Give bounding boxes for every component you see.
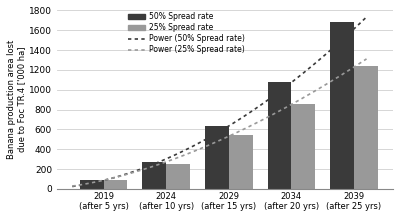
Bar	[229, 135, 252, 189]
Bar	[268, 82, 291, 189]
Bar	[330, 22, 354, 189]
Bar	[166, 164, 190, 189]
Bar	[205, 126, 229, 189]
Bar	[291, 104, 315, 189]
Bar	[80, 180, 104, 189]
Bar	[142, 162, 166, 189]
Bar	[104, 180, 127, 189]
Y-axis label: Banana production area lost
due to Foc TR.4 ['000 ha]: Banana production area lost due to Foc T…	[7, 40, 26, 159]
Legend: 50% Spread rate, 25% Spread rate, Power (50% Spread rate), Power (25% Spread rat: 50% Spread rate, 25% Spread rate, Power …	[128, 12, 244, 54]
Bar	[354, 66, 378, 189]
